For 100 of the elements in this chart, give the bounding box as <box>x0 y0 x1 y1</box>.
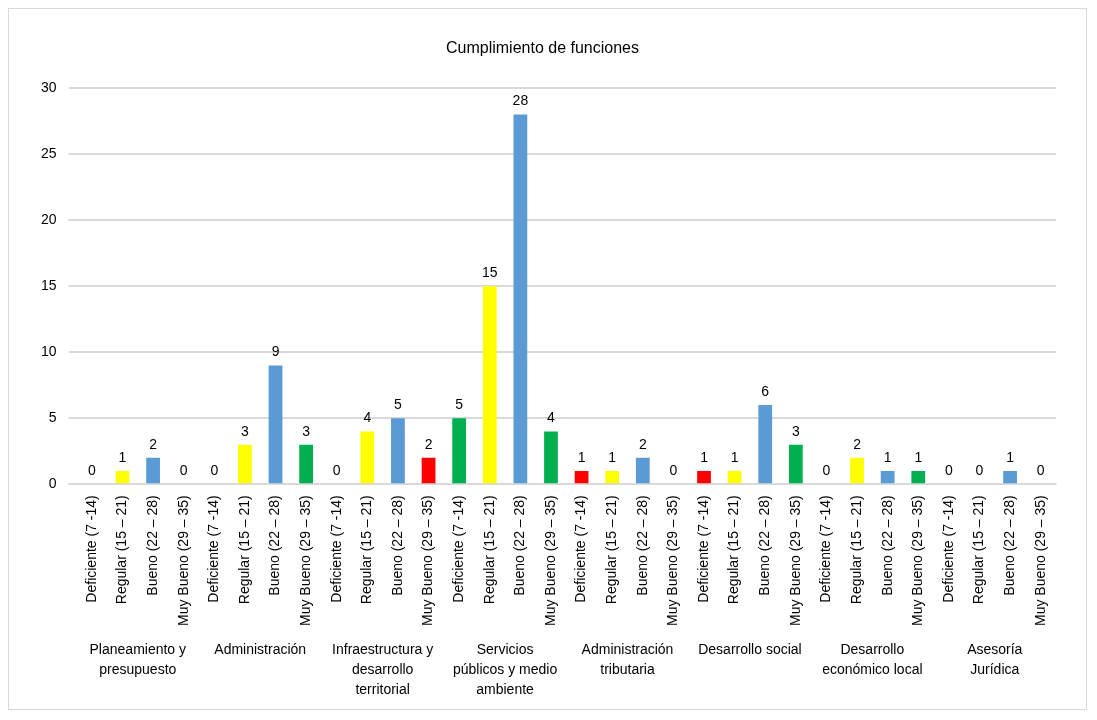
x-tick-label: Regular (15 – 21) <box>235 495 252 605</box>
x-tick-label: Muy Bueno (29 – 35) <box>664 495 681 627</box>
x-tick-label: Deficiente (7 -14) <box>327 495 344 603</box>
x-tick-label: Deficiente (7 -14) <box>450 495 467 603</box>
x-tick-label: Regular (15 – 21) <box>970 495 987 605</box>
data-label: 0 <box>210 462 219 479</box>
data-label: 28 <box>512 92 529 109</box>
bar <box>850 457 864 484</box>
x-tick-label: Bueno (22 – 28) <box>143 495 160 596</box>
x-tick-label: Muy Bueno (29 – 35) <box>541 495 558 627</box>
data-label: 1 <box>608 448 617 465</box>
data-label: 4 <box>547 409 556 426</box>
x-tick-label: Regular (15 – 21) <box>725 495 742 605</box>
data-label: 1 <box>883 448 892 465</box>
data-label: 1 <box>730 448 739 465</box>
x-tick-label: Deficiente (7 -14) <box>82 495 99 603</box>
x-tick-label: Deficiente (7 -14) <box>817 495 834 603</box>
data-label: 4 <box>363 409 372 426</box>
data-label: 1 <box>1006 448 1015 465</box>
y-tick-label: 0 <box>48 475 57 492</box>
text: Desarrollo económico local <box>822 640 923 677</box>
x-tick-label: Bueno (22 – 28) <box>511 495 528 596</box>
text: Administración tributaria <box>581 640 674 677</box>
text: Planeamiento y presupuesto <box>89 640 187 677</box>
data-label: 0 <box>975 462 984 479</box>
x-tick-label: Regular (15 – 21) <box>603 495 620 605</box>
data-label: 0 <box>179 462 188 479</box>
bar <box>574 471 589 484</box>
data-label: 5 <box>455 396 464 413</box>
bar <box>758 405 773 484</box>
data-label: 0 <box>669 462 678 479</box>
data-label: 2 <box>638 435 647 452</box>
x-tick-label: Bueno (22 – 28) <box>878 495 895 596</box>
data-label: 0 <box>87 462 96 479</box>
bar <box>513 114 528 484</box>
text: Servicios públicos y medio ambiente <box>452 640 558 697</box>
data-label: 0 <box>944 462 953 479</box>
x-tick-label: Deficiente (7 -14) <box>205 495 222 603</box>
bar <box>115 471 130 484</box>
bar <box>727 471 742 484</box>
data-label: 1 <box>914 448 923 465</box>
data-label: 2 <box>149 435 158 452</box>
data-label: 6 <box>761 382 770 399</box>
data-label: 0 <box>1036 462 1045 479</box>
x-tick-label: Bueno (22 – 28) <box>388 495 405 596</box>
x-tick-label: Regular (15 – 21) <box>113 495 130 605</box>
data-label: 2 <box>853 435 862 452</box>
bar <box>788 444 803 484</box>
data-label: 15 <box>481 264 498 281</box>
x-tick-label: Regular (15 – 21) <box>358 495 375 605</box>
y-tick-label: 30 <box>40 79 57 96</box>
data-label: 1 <box>577 448 586 465</box>
x-tick-label: Muy Bueno (29 – 35) <box>786 495 803 627</box>
x-tick-label: Deficiente (7 -14) <box>939 495 956 603</box>
x-tick-label: Bueno (22 – 28) <box>266 495 283 596</box>
x-tick-label: Deficiente (7 -14) <box>694 495 711 603</box>
text: Infraestructura y desarrollo territorial <box>332 640 434 697</box>
bar <box>299 444 314 484</box>
x-tick-label: Regular (15 – 21) <box>480 495 497 605</box>
data-label: 3 <box>791 422 800 439</box>
x-tick-label: Bueno (22 – 28) <box>756 495 773 596</box>
bar <box>146 457 160 484</box>
y-tick-label: 20 <box>40 211 57 228</box>
text: Asesoría Jurídica <box>967 640 1023 677</box>
bar <box>268 365 283 484</box>
y-tick-label: 15 <box>40 277 57 294</box>
x-tick-label: Muy Bueno (29 – 35) <box>174 495 191 627</box>
data-label: 3 <box>302 422 311 439</box>
bar <box>360 431 375 484</box>
bar <box>544 431 558 484</box>
bar <box>605 471 620 484</box>
x-tick-label: Muy Bueno (29 – 35) <box>296 495 313 627</box>
data-label: 3 <box>241 422 250 439</box>
data-label: 1 <box>118 448 127 465</box>
x-tick-label: Regular (15 – 21) <box>847 495 864 605</box>
bar <box>452 418 467 484</box>
bar <box>1003 471 1017 484</box>
bar <box>391 418 405 484</box>
y-tick-label: 5 <box>48 409 57 426</box>
x-tick-label: Bueno (22 – 28) <box>633 495 650 596</box>
data-label: 0 <box>332 462 341 479</box>
bar <box>911 471 926 484</box>
x-tick-label: Muy Bueno (29 – 35) <box>909 495 926 627</box>
x-tick-label: Muy Bueno (29 – 35) <box>419 495 436 627</box>
x-tick-label: Bueno (22 – 28) <box>1000 495 1017 596</box>
y-tick-label: 10 <box>40 343 57 360</box>
bar <box>238 444 252 484</box>
bar <box>635 457 650 484</box>
data-label: 5 <box>394 396 403 413</box>
y-tick-label: 25 <box>40 145 57 162</box>
chart-title: Cumplimiento de funciones <box>446 39 639 57</box>
data-label: 0 <box>822 462 831 479</box>
data-label: 1 <box>700 448 709 465</box>
bar <box>421 457 436 484</box>
text: Desarrollo social <box>698 640 802 657</box>
bar <box>697 471 711 484</box>
bar <box>482 286 497 484</box>
x-tick-label: Muy Bueno (29 – 35) <box>1031 495 1048 627</box>
data-label: 9 <box>271 343 280 360</box>
x-tick-label: Deficiente (7 -14) <box>572 495 589 603</box>
